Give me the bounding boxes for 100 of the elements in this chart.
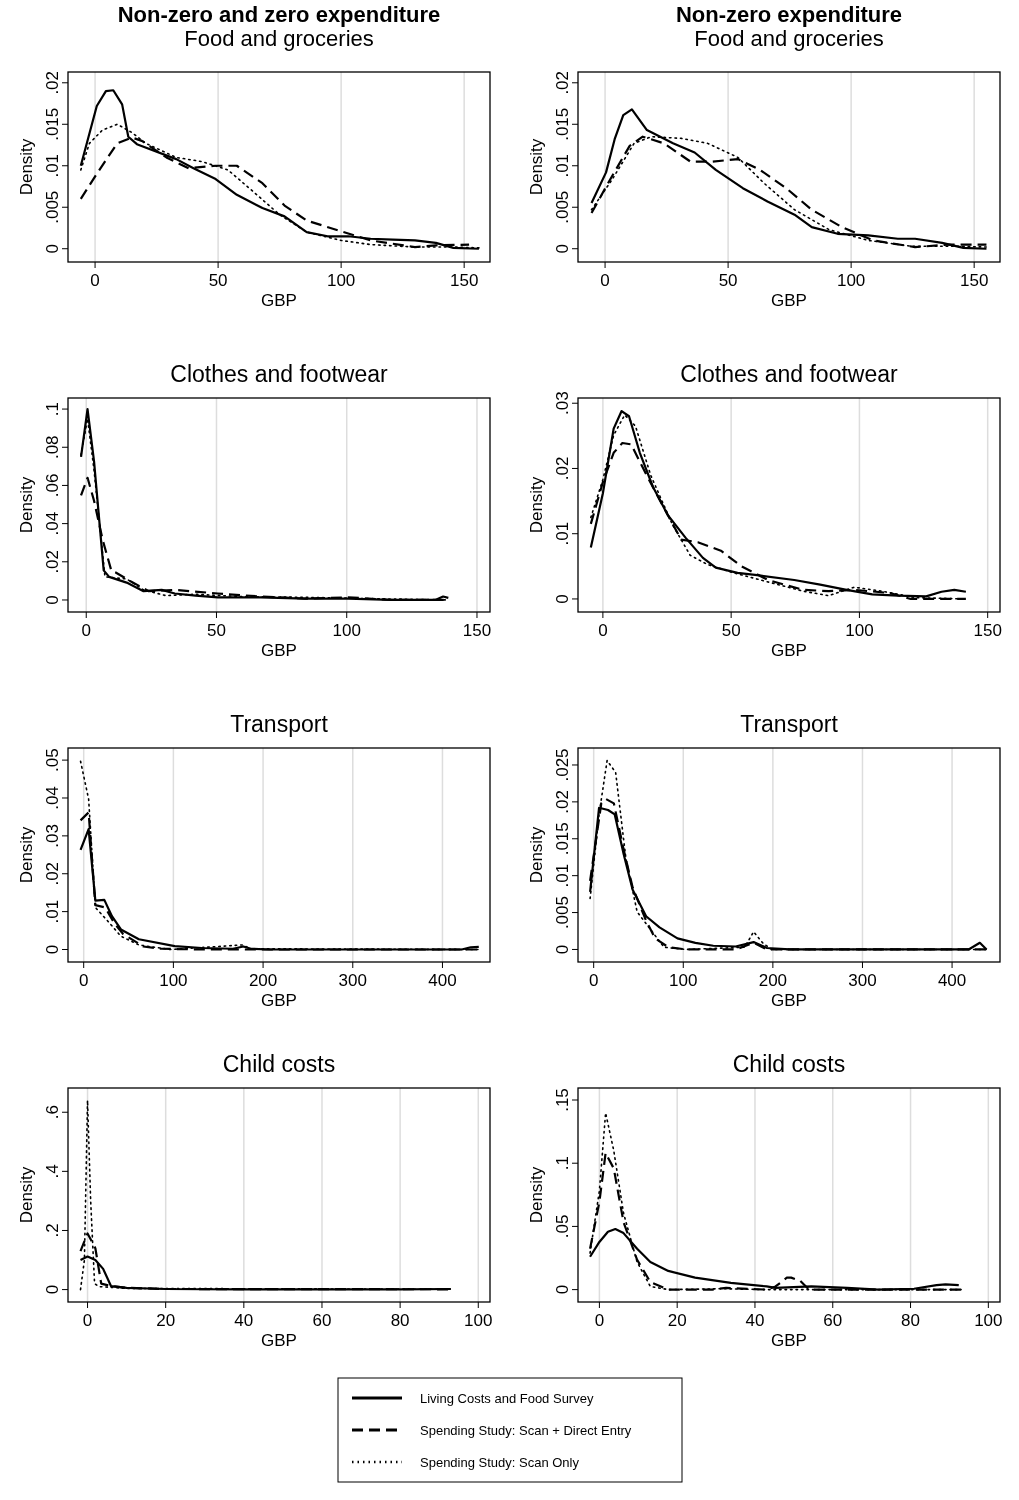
y-tick-label: .4 — [43, 1164, 62, 1179]
y-axis-title: Density — [17, 1166, 36, 1224]
x-tick-label: 50 — [208, 271, 228, 290]
y-tick-label: .01 — [553, 521, 572, 546]
x-tick-label: 400 — [428, 971, 457, 990]
y-tick-label: .04 — [43, 786, 62, 810]
chart-title: Transport — [230, 711, 329, 737]
x-tick-label: 20 — [667, 1311, 687, 1330]
x-tick-label: 40 — [745, 1311, 765, 1330]
x-tick-label: 150 — [959, 271, 989, 290]
x-tick-label: 300 — [848, 971, 877, 990]
x-tick-label: 400 — [937, 971, 967, 990]
x-axis-title: GBP — [771, 291, 807, 310]
y-tick-label: .005 — [553, 896, 572, 930]
y-tick-label: .05 — [553, 1214, 572, 1239]
x-tick-label: 0 — [594, 1311, 605, 1330]
legend-label: Spending Study: Scan Only — [420, 1455, 580, 1470]
chart-title: Clothes and footwear — [170, 361, 389, 387]
y-tick-label: .025 — [553, 748, 572, 782]
y-tick-label: 0 — [43, 243, 62, 254]
y-tick-label: .015 — [553, 107, 572, 141]
y-tick-label: .02 — [43, 861, 62, 886]
x-tick-label: 50 — [207, 621, 226, 640]
y-axis-title: Density — [17, 138, 36, 196]
y-tick-label: .005 — [553, 190, 572, 224]
x-axis-title: GBP — [771, 1331, 807, 1350]
x-tick-label: 0 — [81, 621, 91, 640]
x-tick-label: 150 — [973, 621, 1002, 640]
y-tick-label: .02 — [553, 70, 572, 95]
y-tick-label: .1 — [553, 1156, 572, 1171]
y-tick-label: 0 — [43, 1284, 62, 1295]
y-tick-label: .05 — [43, 748, 62, 772]
x-tick-label: 60 — [312, 1311, 332, 1330]
x-tick-label: 0 — [78, 971, 89, 990]
x-tick-label: 100 — [159, 971, 188, 990]
x-tick-label: 300 — [338, 971, 367, 990]
x-axis-title: GBP — [261, 291, 297, 310]
y-tick-label: .01 — [553, 863, 572, 888]
y-axis-title: Density — [527, 1166, 546, 1224]
x-tick-label: 150 — [449, 271, 479, 290]
x-tick-label: 0 — [90, 271, 100, 290]
y-tick-label: .015 — [43, 107, 62, 141]
x-tick-label: 100 — [464, 1311, 493, 1330]
y-tick-label: 0 — [43, 944, 62, 955]
legend-label: Living Costs and Food Survey — [420, 1391, 594, 1406]
y-tick-label: 0 — [553, 1284, 572, 1295]
y-axis-title: Density — [17, 826, 36, 884]
y-tick-label: .03 — [553, 391, 572, 416]
y-tick-label: .1 — [43, 401, 62, 417]
y-tick-label: .015 — [553, 822, 572, 856]
y-tick-label: 0 — [553, 594, 572, 604]
y-tick-label: .02 — [553, 456, 572, 481]
x-tick-label: 80 — [390, 1311, 410, 1330]
chart-subtitle: Food and groceries — [184, 26, 374, 51]
chart-title: Child costs — [732, 1051, 846, 1077]
x-tick-label: 100 — [326, 271, 356, 290]
x-tick-label: 100 — [974, 1311, 1003, 1330]
x-tick-label: 60 — [823, 1311, 843, 1330]
x-tick-label: 50 — [718, 271, 738, 290]
chart-title: Transport — [740, 711, 839, 737]
y-tick-label: .005 — [43, 190, 62, 224]
x-tick-label: 100 — [845, 621, 874, 640]
y-tick-label: .08 — [43, 435, 62, 460]
y-tick-label: .04 — [43, 511, 62, 536]
y-tick-label: .01 — [43, 153, 62, 178]
y-axis-title: Density — [527, 826, 546, 884]
x-axis-title: GBP — [771, 991, 807, 1010]
y-tick-label: .02 — [553, 790, 572, 814]
x-tick-label: 40 — [234, 1311, 254, 1330]
x-tick-label: 100 — [669, 971, 698, 990]
chart-subtitle: Food and groceries — [694, 26, 884, 51]
chart-title: Child costs — [222, 1051, 336, 1077]
y-tick-label: .01 — [553, 153, 572, 178]
x-tick-label: 20 — [156, 1311, 176, 1330]
x-axis-title: GBP — [771, 641, 807, 660]
y-tick-label: .01 — [43, 899, 62, 924]
chart-title: Non-zero expenditure — [675, 2, 903, 27]
chart-title: Clothes and footwear — [680, 361, 899, 387]
x-tick-label: 80 — [901, 1311, 920, 1330]
y-tick-label: .02 — [43, 549, 62, 574]
y-tick-label: .06 — [43, 473, 62, 498]
y-tick-label: 0 — [553, 243, 572, 254]
x-tick-label: 0 — [600, 271, 610, 290]
y-tick-label: .15 — [553, 1088, 572, 1112]
y-tick-label: .2 — [43, 1223, 62, 1238]
y-axis-title: Density — [527, 476, 546, 534]
x-axis-title: GBP — [261, 1331, 297, 1350]
y-axis-title: Density — [527, 138, 546, 196]
x-tick-label: 0 — [588, 971, 599, 990]
x-tick-label: 50 — [721, 621, 741, 640]
chart-title: Non-zero and zero expenditure — [117, 2, 441, 27]
x-axis-title: GBP — [261, 641, 297, 660]
x-axis-title: GBP — [261, 991, 297, 1010]
y-axis-title: Density — [17, 476, 36, 534]
x-tick-label: 100 — [332, 621, 361, 640]
y-tick-label: 0 — [43, 595, 62, 605]
x-tick-label: 0 — [598, 621, 608, 640]
legend-label: Spending Study: Scan + Direct Entry — [420, 1423, 632, 1438]
x-tick-label: 200 — [758, 971, 788, 990]
x-tick-label: 150 — [462, 621, 492, 640]
